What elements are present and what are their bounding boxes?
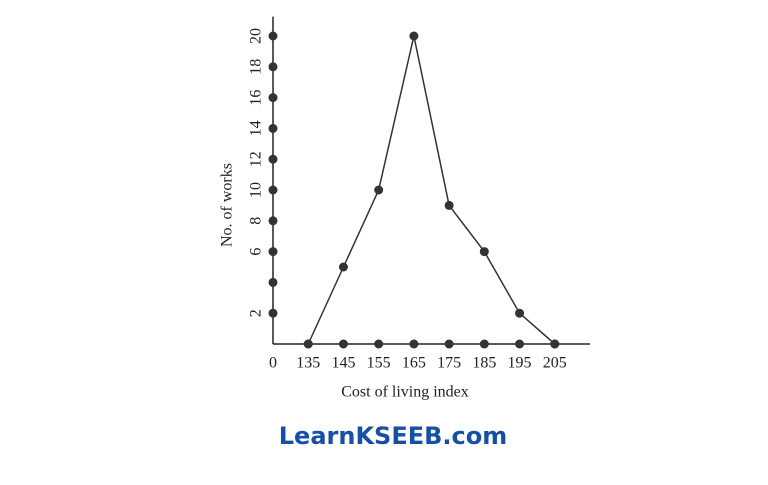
y-tick-label: 14 — [248, 120, 265, 136]
data-point — [303, 339, 313, 349]
y-tick-dot — [268, 31, 278, 41]
data-point — [550, 339, 560, 349]
y-tick-dot — [268, 277, 278, 287]
x-tick-label: 145 — [331, 355, 355, 372]
y-tick-label: 18 — [248, 59, 265, 75]
y-tick-dot — [268, 62, 278, 72]
y-tick-dot — [268, 93, 278, 103]
x-tick-label: 205 — [543, 355, 567, 372]
y-tick-dot — [268, 247, 278, 257]
y-tick-label: 12 — [248, 151, 265, 167]
x-tick-label: 155 — [367, 355, 391, 372]
watermark: LearnKSEEB.com — [279, 422, 508, 450]
y-tick-dot — [268, 216, 278, 226]
x-tick-label: 195 — [508, 355, 532, 372]
x-tick-dot — [338, 339, 348, 349]
x-tick-dot — [444, 339, 454, 349]
x-tick-label: 135 — [296, 355, 320, 372]
x-tick-dot — [374, 339, 384, 349]
x-tick-dot — [479, 339, 489, 349]
x-tick-label: 185 — [472, 355, 496, 372]
x-tick-dot — [409, 339, 419, 349]
y-tick-dot — [268, 123, 278, 133]
data-point — [409, 31, 419, 41]
y-tick-label: 2 — [248, 309, 265, 317]
y-tick-dot — [268, 154, 278, 164]
data-point — [515, 308, 525, 318]
data-point — [479, 247, 489, 257]
x-tick-label: 175 — [437, 355, 461, 372]
data-point — [444, 200, 454, 210]
x-tick-label: 165 — [402, 355, 426, 372]
y-tick-label: 8 — [248, 217, 265, 225]
y-tick-label: 6 — [248, 248, 265, 256]
series-line — [307, 35, 556, 345]
data-point — [374, 185, 384, 195]
y-tick-label: 10 — [248, 182, 265, 198]
data-point — [338, 262, 348, 272]
y-tick-label: 16 — [248, 90, 265, 106]
y-tick-label: 20 — [248, 28, 265, 44]
x-tick-dot — [515, 339, 525, 349]
y-tick-dot — [268, 185, 278, 195]
x-tick-label: 0 — [269, 355, 277, 372]
y-axis-title: No. of works — [219, 163, 236, 247]
x-axis-title: Cost of living index — [341, 384, 469, 401]
y-tick-dot — [268, 308, 278, 318]
